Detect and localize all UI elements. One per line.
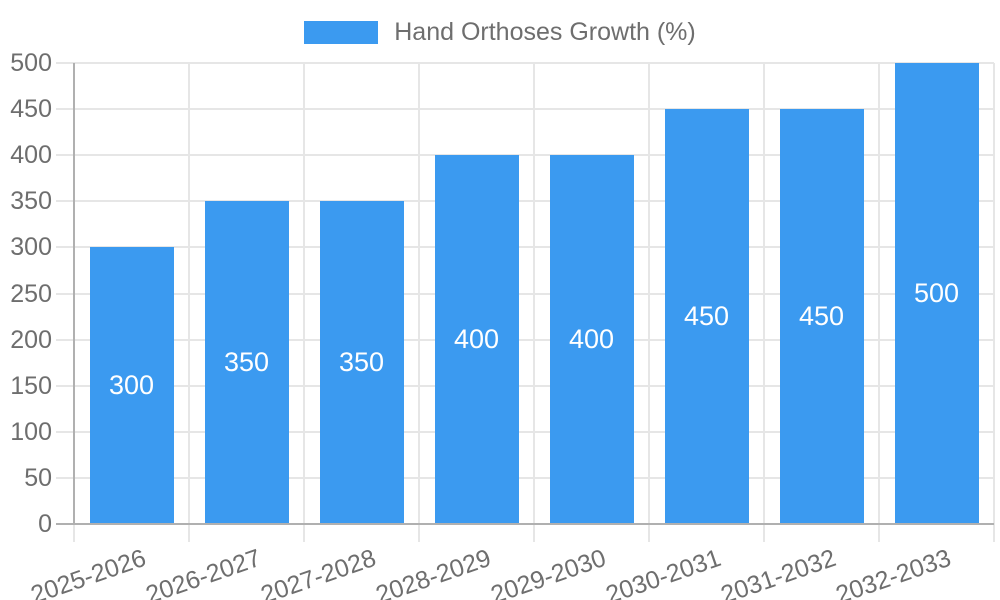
y-tick-mark xyxy=(56,246,74,249)
y-tick-mark xyxy=(56,476,74,479)
y-tick-mark xyxy=(56,384,74,387)
gridline-vertical xyxy=(993,63,995,524)
x-tick-mark xyxy=(418,524,420,542)
y-tick-label: 500 xyxy=(10,49,52,77)
y-tick-label: 200 xyxy=(10,325,52,354)
bar-2025-2026[interactable] xyxy=(89,247,174,524)
x-tick-mark xyxy=(533,524,535,542)
bar-value-label: 400 xyxy=(453,323,500,354)
gridline-vertical xyxy=(763,63,765,524)
x-tick-mark xyxy=(648,524,650,542)
legend-label: Hand Orthoses Growth (%) xyxy=(394,18,696,46)
legend-item[interactable]: Hand Orthoses Growth (%) xyxy=(0,18,1000,47)
gridline-vertical xyxy=(648,63,650,524)
y-tick-label: 150 xyxy=(10,371,52,400)
bar-value-label: 400 xyxy=(568,323,615,354)
y-tick-mark xyxy=(56,292,74,295)
x-tick-mark xyxy=(878,524,880,542)
x-tick-mark xyxy=(188,524,190,542)
bar-2031-2032[interactable] xyxy=(779,109,864,524)
y-tick-mark xyxy=(56,338,74,341)
bar-2026-2027[interactable] xyxy=(204,201,289,524)
y-axis-line xyxy=(73,63,75,525)
plot-area: 300 350 350 400 400 450 450 500 xyxy=(56,62,995,542)
y-tick-mark xyxy=(56,108,74,111)
gridline-vertical xyxy=(418,63,420,524)
y-tick-mark xyxy=(56,62,74,64)
bar-2032-2033[interactable] xyxy=(894,63,979,524)
x-tick-mark xyxy=(993,524,995,542)
x-axis-line xyxy=(56,523,994,525)
x-tick-mark xyxy=(73,524,75,542)
y-tick-mark xyxy=(56,430,74,433)
bar-value-label: 450 xyxy=(683,300,730,331)
y-tick-label: 0 xyxy=(38,510,52,538)
legend-color-swatch xyxy=(304,21,379,44)
y-tick-label: 350 xyxy=(10,187,52,216)
y-tick-label: 400 xyxy=(10,141,52,170)
bar-2028-2029[interactable] xyxy=(434,155,519,524)
bar-value-label: 350 xyxy=(223,346,270,377)
bar-value-label: 500 xyxy=(913,277,960,308)
bar-2029-2030[interactable] xyxy=(549,155,634,524)
y-tick-label: 100 xyxy=(10,417,52,446)
bar-value-label: 450 xyxy=(798,300,845,331)
bar-value-label: 300 xyxy=(108,369,155,400)
bar-2027-2028[interactable] xyxy=(319,201,404,524)
gridline-vertical xyxy=(303,63,305,524)
bar-value-label: 350 xyxy=(338,346,385,377)
gridline-vertical xyxy=(188,63,190,524)
y-tick-label: 450 xyxy=(10,95,52,124)
y-tick-label: 250 xyxy=(10,279,52,308)
gridline-vertical xyxy=(878,63,880,524)
y-tick-label: 50 xyxy=(24,463,52,492)
y-tick-label: 300 xyxy=(10,233,52,262)
y-tick-mark xyxy=(56,154,74,157)
bar-2030-2031[interactable] xyxy=(664,109,749,524)
gridline-vertical xyxy=(533,63,535,524)
y-tick-mark xyxy=(56,200,74,203)
x-tick-mark xyxy=(303,524,305,542)
x-tick-mark xyxy=(763,524,765,542)
